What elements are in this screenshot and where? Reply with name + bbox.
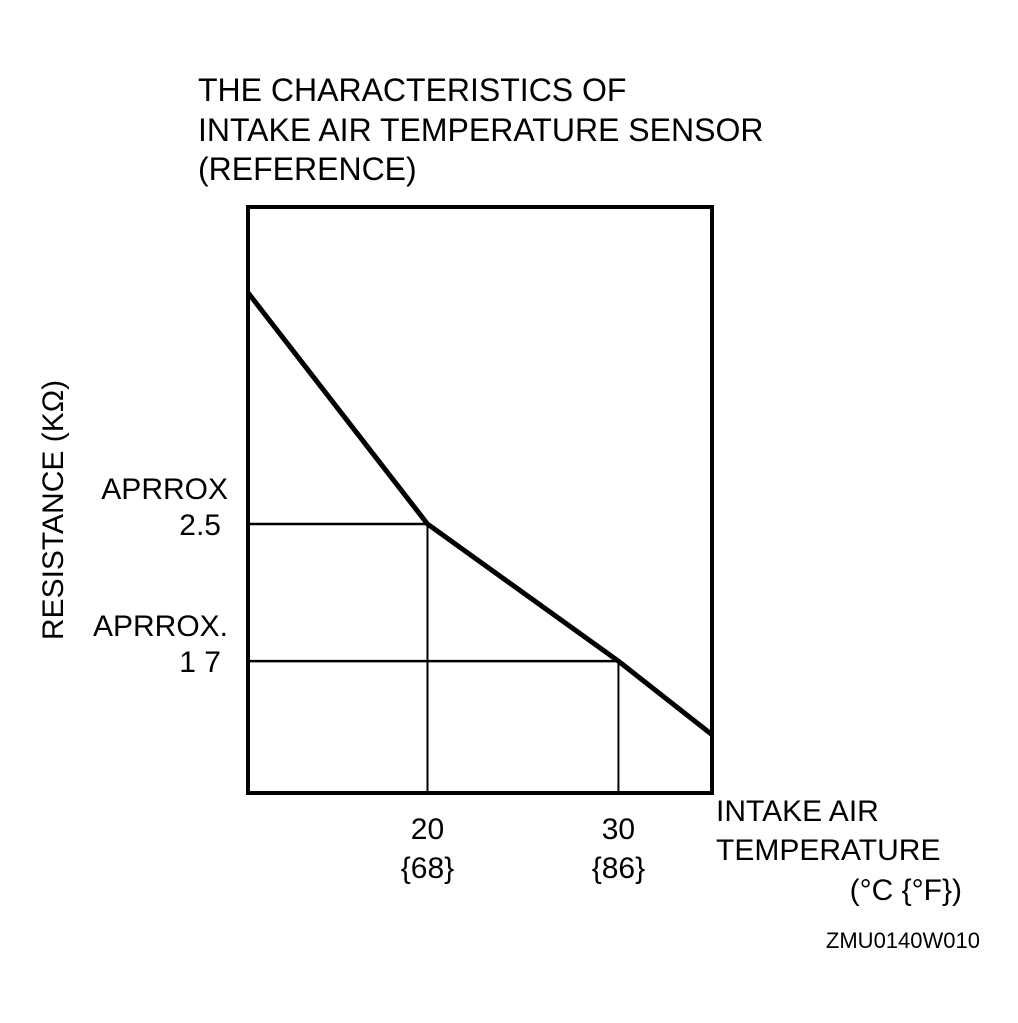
y-axis-label: RESISTANCE (KΩ): [37, 380, 70, 640]
y-tick-label-1-line-1: APRROX: [101, 473, 228, 506]
chart-title-line-1: THE CHARACTERISTICS OF: [198, 72, 626, 108]
x-tick-label-1-line-2: {68}: [401, 852, 454, 885]
y-tick-label-1-line-2: 2.5: [179, 509, 221, 542]
x-tick-label-2-line-1: 30: [602, 813, 635, 846]
series-line-1: [246, 291, 714, 737]
y-tick-label-2-line-1: APRROX.: [93, 610, 228, 643]
figure-code: ZMU0140W010: [826, 928, 980, 953]
x-tick-label-2-line-2: {86}: [592, 852, 645, 885]
y-tick-label-2-line-2: 1 7: [179, 646, 221, 679]
x-axis-label-line-1: INTAKE AIR: [716, 795, 879, 828]
chart-title-line-2: INTAKE AIR TEMPERATURE SENSOR: [198, 112, 763, 148]
x-axis-label-line-2: TEMPERATURE: [716, 834, 940, 867]
x-tick-label-1-line-1: 20: [411, 813, 444, 846]
plot-frame: [246, 205, 714, 795]
x-axis-unit-label: (°C {°F}): [850, 874, 962, 907]
chart-title-line-3: (REFERENCE): [198, 151, 417, 187]
